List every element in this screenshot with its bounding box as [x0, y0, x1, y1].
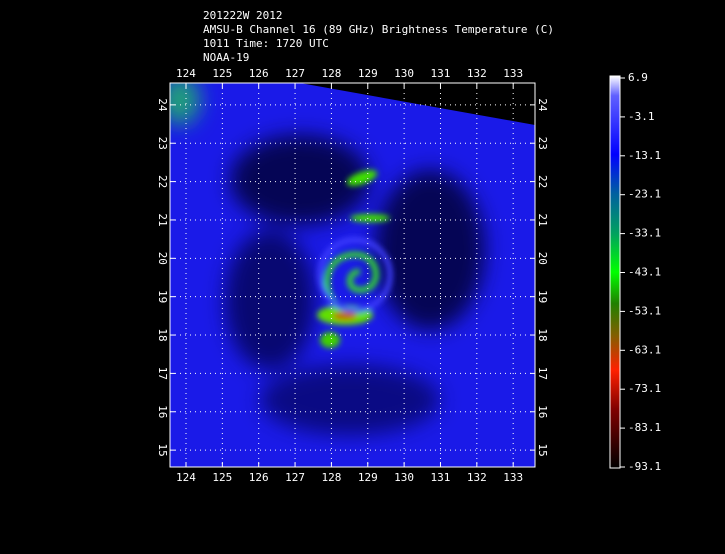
- header-line: AMSU-B Channel 16 (89 GHz) Brightness Te…: [203, 23, 554, 36]
- lon-label: 125: [212, 67, 232, 80]
- lon-label: 127: [285, 67, 305, 80]
- lat-label: 15: [536, 443, 549, 456]
- lon-label: 126: [249, 67, 269, 80]
- lat-label: 22: [536, 175, 549, 188]
- header-line: 201222W 2012: [203, 9, 282, 22]
- lon-label: 127: [285, 471, 305, 484]
- lon-label: 130: [394, 471, 414, 484]
- lat-label: 23: [156, 137, 169, 150]
- lon-label: 130: [394, 67, 414, 80]
- lon-label: 132: [467, 67, 487, 80]
- lat-label: 18: [156, 328, 169, 341]
- lon-label: 133: [503, 471, 523, 484]
- colorbar: [609, 75, 621, 469]
- lat-label: 18: [536, 328, 549, 341]
- colorbar-label: -3.1: [628, 110, 655, 123]
- lon-label: 131: [431, 471, 451, 484]
- lat-label: 24: [536, 98, 549, 112]
- lon-label: 132: [467, 471, 487, 484]
- colorbar-label: 6.9: [628, 71, 648, 84]
- lat-label: 17: [536, 367, 549, 380]
- header-line: 1011 Time: 1720 UTC: [203, 37, 329, 50]
- lat-label: 19: [536, 290, 549, 303]
- lat-label: 17: [156, 367, 169, 380]
- satellite-image: [170, 83, 535, 467]
- colorbar-label: -23.1: [628, 188, 661, 201]
- lat-label: 21: [156, 213, 169, 226]
- lon-label: 125: [212, 471, 232, 484]
- colorbar-label: -53.1: [628, 304, 661, 317]
- map-frame: [169, 82, 536, 468]
- colorbar-label: -73.1: [628, 382, 661, 395]
- lat-label: 19: [156, 290, 169, 303]
- lat-label: 15: [156, 443, 169, 456]
- lon-label: 129: [358, 67, 378, 80]
- colorbar-label: -13.1: [628, 149, 661, 162]
- colorbar-label: -33.1: [628, 227, 661, 240]
- colorbar-label: -43.1: [628, 266, 661, 279]
- lon-label: 131: [431, 67, 451, 80]
- colorbar-label: -63.1: [628, 343, 661, 356]
- lon-label: 126: [249, 471, 269, 484]
- lon-label: 128: [321, 67, 341, 80]
- lat-label: 16: [156, 405, 169, 418]
- lat-label: 24: [156, 98, 169, 112]
- lon-label: 124: [176, 67, 196, 80]
- lat-label: 16: [536, 405, 549, 418]
- lat-label: 20: [536, 252, 549, 265]
- lon-label: 133: [503, 67, 523, 80]
- lon-label: 129: [358, 471, 378, 484]
- lat-label: 23: [536, 137, 549, 150]
- lon-label: 128: [321, 471, 341, 484]
- colorbar-label: -93.1: [628, 460, 661, 473]
- header-line: NOAA-19: [203, 51, 249, 64]
- colorbar-label: -83.1: [628, 421, 661, 434]
- lat-label: 20: [156, 252, 169, 265]
- lon-label: 124: [176, 471, 196, 484]
- lat-label: 22: [156, 175, 169, 188]
- lat-label: 21: [536, 213, 549, 226]
